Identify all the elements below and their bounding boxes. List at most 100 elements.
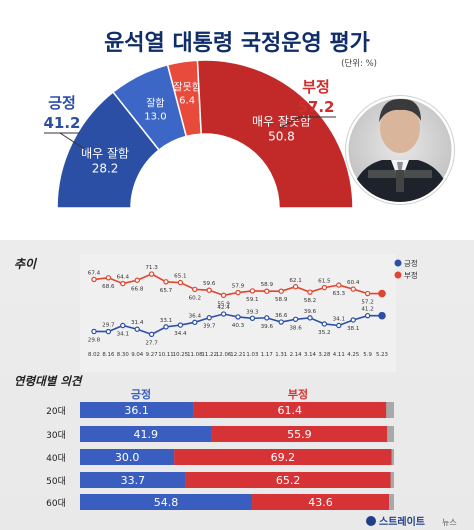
age-bar-negative-value: 43.6 xyxy=(308,496,333,509)
series-point-negative xyxy=(336,282,342,288)
series-value-label: 40.3 xyxy=(232,323,245,329)
series-value-label: 71.3 xyxy=(145,265,158,271)
x-tick-label: 8.30 xyxy=(117,352,130,358)
series-value-label: 36.4 xyxy=(189,313,202,319)
series-point-negative xyxy=(235,289,241,296)
series-point-positive xyxy=(278,319,284,325)
series-point-positive xyxy=(378,311,386,320)
page-title: 윤석열 대통령 국정운영 평가 xyxy=(104,31,370,56)
x-tick-label: 1.31 xyxy=(275,352,287,358)
trend-panel xyxy=(80,254,396,372)
age-category-label: 40대 xyxy=(46,453,66,464)
age-bar-positive xyxy=(80,494,253,510)
x-tick-label: 9.27 xyxy=(146,352,158,358)
series-point-positive xyxy=(235,314,241,320)
x-tick-label: 12.21 xyxy=(230,352,245,358)
x-tick-label: 5.9 xyxy=(363,352,372,358)
age-bar-positive-value: 54.8 xyxy=(154,496,179,509)
series-point-negative xyxy=(220,292,227,299)
trend-title: 추이 xyxy=(14,257,38,271)
series-point-positive xyxy=(292,316,299,322)
series-point-negative xyxy=(177,279,184,286)
series-point-positive xyxy=(220,311,227,317)
age-bar-negative-value: 61.4 xyxy=(278,404,303,417)
x-tick-label: 1.17 xyxy=(261,352,273,358)
negative-callout: 부정 57.2 xyxy=(279,78,336,129)
brand-name: 스트레이트 xyxy=(379,515,425,528)
series-point-negative xyxy=(91,276,97,283)
donut-slice-value-4: 50.8 xyxy=(268,130,295,144)
series-value-label: 65.1 xyxy=(174,274,187,280)
age-category-label: 30대 xyxy=(46,430,66,441)
age-category-label: 20대 xyxy=(46,406,66,417)
donut-slice-value-1: 28.2 xyxy=(92,162,119,176)
series-value-label: 67.4 xyxy=(88,270,101,276)
positive-group-label: 긍정 xyxy=(48,94,76,112)
age-legend-negative: 부정 xyxy=(288,387,308,401)
series-point-positive xyxy=(148,331,155,338)
age-bar-positive-value: 41.9 xyxy=(134,428,159,441)
positive-callout: 긍정 41.2 xyxy=(43,94,87,151)
legend-label-positive: 긍정 xyxy=(404,258,418,268)
series-value-label: 34.4 xyxy=(174,331,187,337)
series-value-label: 58.9 xyxy=(261,282,274,288)
negative-leader-line xyxy=(279,116,301,129)
age-bar-negative-value: 55.9 xyxy=(287,428,312,441)
series-value-label: 31.4 xyxy=(131,320,144,326)
age-bar-negative-value: 65.2 xyxy=(276,474,301,487)
age-bar-positive xyxy=(80,449,175,465)
age-bar-negative xyxy=(252,494,389,510)
series-point-negative xyxy=(364,290,371,297)
age-title: 연령대별 의견 xyxy=(14,374,83,388)
series-point-positive xyxy=(120,322,126,329)
series-value-label: 34.1 xyxy=(117,331,130,337)
positive-group-value: 41.2 xyxy=(43,114,80,132)
series-point-positive xyxy=(91,328,97,335)
donut-slice-label-4: 매우 잘못함 xyxy=(252,115,311,129)
series-value-label: 55.9 xyxy=(217,301,230,307)
series-point-negative xyxy=(321,284,328,291)
series-value-label: 59.6 xyxy=(203,281,216,287)
age-bar-positive-value: 36.1 xyxy=(124,404,149,417)
x-tick-label: 2.14 xyxy=(290,352,303,358)
age-legend-positive: 긍정 xyxy=(131,387,151,401)
positive-leader-line xyxy=(59,132,87,151)
series-value-label: 38.6 xyxy=(289,325,302,331)
donut-slice-value-2: 13.0 xyxy=(144,112,166,123)
donut-slice-value-3: 6.4 xyxy=(179,95,195,106)
age-bar-positive xyxy=(80,472,186,488)
series-point-positive xyxy=(249,315,256,322)
series-value-label: 29.8 xyxy=(88,337,101,343)
series-value-label: 57.2 xyxy=(361,300,373,306)
series-point-negative xyxy=(264,288,270,294)
x-tick-label: 12.06 xyxy=(216,352,232,358)
series-value-label: 42.4 xyxy=(217,305,230,311)
age-bar-positive-value: 33.7 xyxy=(121,474,146,487)
age-bar-negative xyxy=(193,402,387,418)
series-point-positive xyxy=(364,312,371,319)
series-value-label: 66.8 xyxy=(131,286,144,292)
series-value-label: 64.4 xyxy=(117,275,130,281)
donut-slice-4 xyxy=(196,59,354,209)
x-tick-label: 3.28 xyxy=(318,352,331,358)
x-tick-label: 10.25 xyxy=(173,352,188,358)
trend-legend: 긍정 부정 xyxy=(394,258,418,280)
donut-slice-label-1: 매우 잘함 xyxy=(81,147,129,161)
negative-group-value: 57.2 xyxy=(297,98,334,116)
series-point-negative xyxy=(134,277,140,283)
age-stacked-bar-chart: 20대 36.1 61.4 30대 41.9 55.9 40대 30.0 69.2 50대 33.7… xyxy=(46,402,394,510)
age-bar-negative-value: 69.2 xyxy=(271,451,296,464)
series-value-label: 35.2 xyxy=(318,330,330,336)
unit-label: (단위: %) xyxy=(341,58,377,69)
series-value-label: 65.7 xyxy=(160,288,173,294)
series-value-label: 58.9 xyxy=(275,297,288,303)
series-point-positive xyxy=(177,322,184,328)
series-point-positive xyxy=(307,315,313,321)
series-point-negative xyxy=(278,288,284,294)
series-value-label: 57.9 xyxy=(232,284,245,290)
x-tick-label: 8.02 xyxy=(88,352,100,358)
legend-marker-negative xyxy=(394,271,402,279)
series-value-label: 59.1 xyxy=(246,297,259,303)
x-tick-label: 11.08 xyxy=(187,352,203,358)
series-point-positive xyxy=(163,324,169,330)
